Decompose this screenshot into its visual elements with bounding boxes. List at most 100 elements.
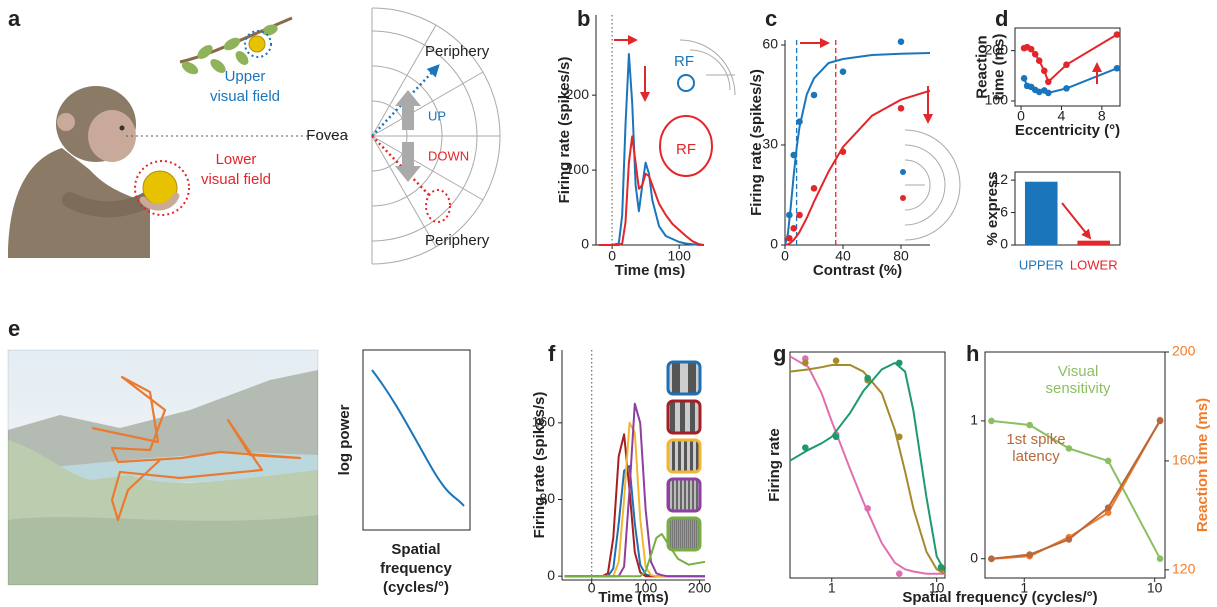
- lake: [20, 452, 318, 485]
- data-point: [1040, 67, 1048, 75]
- data-point: [988, 555, 995, 563]
- plot-frame: [1014, 171, 1121, 246]
- data-point: [1026, 551, 1033, 558]
- fit-line: [789, 355, 945, 575]
- data-point: [1031, 50, 1039, 58]
- lower-target: [134, 160, 190, 216]
- grating-icon: [666, 360, 702, 396]
- y-axis-label: time (ms): [990, 34, 1007, 101]
- lower-rf: [425, 189, 451, 223]
- fit-line: [784, 89, 931, 246]
- y2-tick-label: 200: [1172, 343, 1196, 359]
- inset-arc: [904, 129, 961, 241]
- periphery-label: Periphery: [425, 232, 490, 249]
- y-tick-label: 200: [985, 41, 1009, 57]
- data-point: [1035, 57, 1043, 65]
- x-tick-label: 1: [1020, 580, 1028, 596]
- annotation: RF: [674, 53, 694, 70]
- upper-label: Upper: [225, 68, 266, 85]
- inset-arc: [904, 159, 931, 211]
- plot-frame: [984, 351, 1166, 579]
- y-tick-label: 0: [581, 236, 589, 252]
- data-point: [786, 211, 793, 219]
- plot-frame: [789, 351, 946, 579]
- up-label: UP: [428, 108, 446, 123]
- chart: d 0 4 8 100 200 Eccentricity (°) Reaction time (…: [973, 6, 1121, 139]
- monkey: [8, 86, 180, 258]
- data-point: [897, 38, 905, 45]
- inset-dot: [900, 195, 906, 201]
- photo-frame: [7, 349, 319, 586]
- x-tick-label: 10: [929, 580, 945, 596]
- x-axis-label: Spatial frequency (cycles/°): [902, 589, 1097, 606]
- annotation: RF: [676, 141, 696, 158]
- foreground: [8, 515, 318, 585]
- grating-icon: [666, 399, 702, 435]
- inset-arc: [679, 39, 736, 96]
- fit-line: [789, 361, 946, 572]
- panel-letter: e: [8, 316, 20, 341]
- data-point: [864, 374, 871, 382]
- x-axis-label: Time (ms): [598, 589, 669, 606]
- category-label: UPPER: [1019, 257, 1064, 272]
- data-point: [802, 359, 809, 367]
- y-axis-label: Firing rate (spikes/s): [556, 57, 573, 204]
- data-point: [790, 151, 797, 159]
- panel-letter: d: [995, 6, 1008, 31]
- lower-label: visual field: [201, 171, 271, 188]
- data-point: [1104, 509, 1112, 516]
- y-tick-label: 12: [992, 171, 1008, 187]
- x-tick-label: 8: [1098, 108, 1106, 124]
- y-axis-label: % express: [984, 171, 1001, 245]
- data-point: [897, 105, 905, 112]
- y-tick-label: 80: [539, 490, 555, 506]
- data-point: [1045, 78, 1052, 86]
- data-point: [832, 433, 840, 441]
- arrow: [1061, 202, 1092, 240]
- data-point: [1156, 417, 1164, 425]
- up-arrow: [395, 90, 421, 130]
- power-spectrum: [371, 369, 465, 507]
- x-tick-label: 0: [781, 248, 789, 264]
- annotation: 1st spike: [1006, 431, 1065, 448]
- data-point: [1113, 64, 1121, 72]
- panel-a: a Upper visual field Lower visual field: [8, 6, 501, 265]
- inset-arc: [904, 144, 946, 226]
- chart: c 0 40 80 0 30 60 Contrast (%) Firing rate (spik…: [748, 6, 931, 279]
- x-tick-label: 40: [835, 248, 851, 264]
- upper-target: [244, 30, 272, 58]
- y2-tick-label: 160: [1172, 452, 1196, 468]
- y-axis-label: Firing rate (spikes/s): [531, 392, 548, 539]
- data-point: [895, 570, 903, 577]
- bar: [1024, 181, 1058, 245]
- y-tick-label: 0: [547, 567, 555, 583]
- grating-icon: [666, 477, 702, 513]
- chart: h 1 10 0 1 120 160 200 Reaction time (ms) Visuals…: [966, 341, 1211, 596]
- y-tick-label: 60: [762, 36, 778, 52]
- y-tick-label: 100: [566, 161, 590, 177]
- lower-label: Lower: [216, 151, 257, 168]
- data-point: [1104, 504, 1112, 512]
- power-x-label: (cycles/°): [383, 579, 449, 596]
- chart: b 0 100 0 100 200 Time (ms) Firing rate (spikes…: [556, 6, 705, 279]
- panel-letter: g: [773, 341, 786, 366]
- data-point: [839, 68, 847, 75]
- upper-label: visual field: [210, 88, 280, 105]
- data-point: [937, 563, 945, 571]
- y-tick-label: 100: [985, 92, 1009, 108]
- data-point: [1063, 85, 1070, 92]
- y-axis-label: Firing rate (spikes/s): [748, 69, 765, 216]
- data-point: [810, 185, 818, 192]
- y2-tick-label: 120: [1172, 561, 1196, 577]
- power-x-label: Spatial: [391, 541, 440, 558]
- inset-arc: [689, 49, 731, 91]
- category-label: LOWER: [1070, 257, 1118, 272]
- power-frame: [362, 349, 471, 531]
- panel-letter: b: [577, 6, 590, 31]
- y-tick-label: 160: [532, 414, 556, 430]
- polar-grid: [371, 7, 501, 265]
- data-point: [1035, 88, 1043, 96]
- y-axis-label: Firing rate: [766, 428, 783, 501]
- data-point: [1113, 31, 1121, 38]
